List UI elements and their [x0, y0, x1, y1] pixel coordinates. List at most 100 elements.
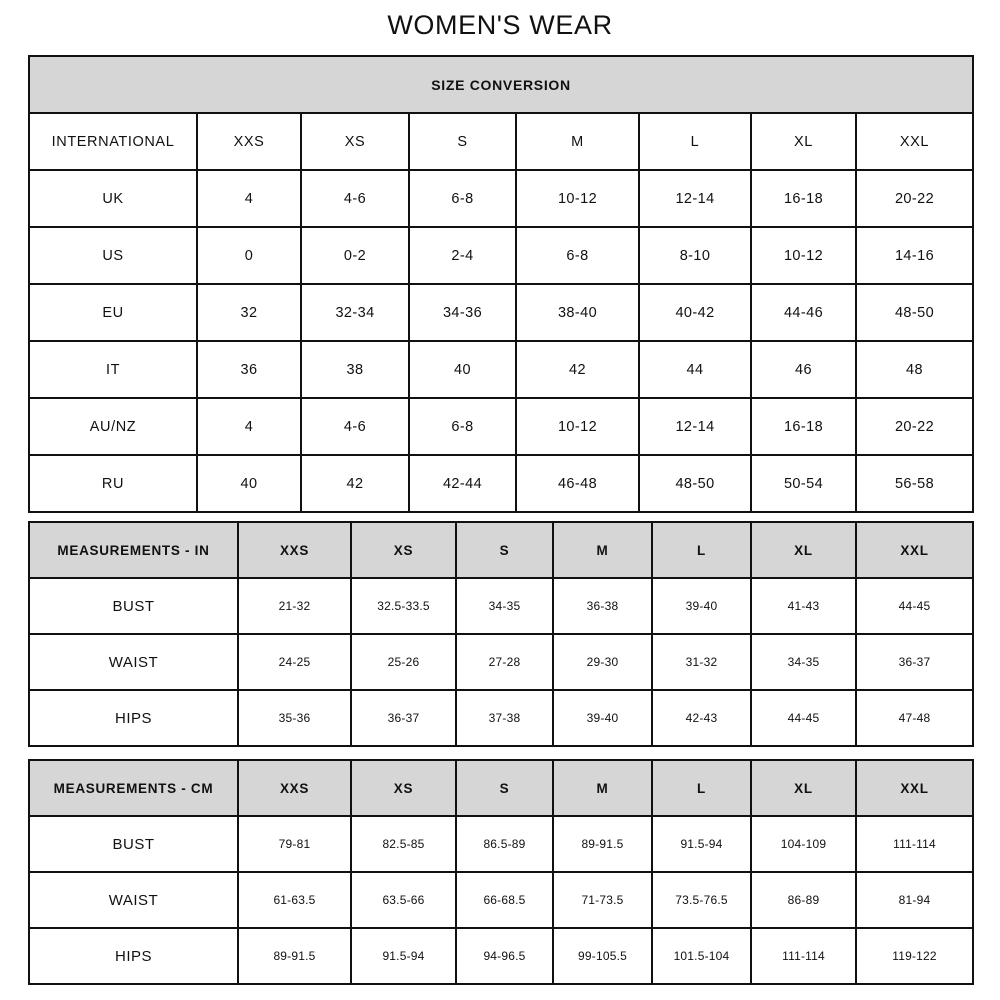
- table-cell: 21-32: [237, 577, 352, 635]
- table-cell: 71-73.5: [552, 871, 653, 929]
- table-cell: 61-63.5: [237, 871, 352, 929]
- table-cell: 86-89: [750, 871, 857, 929]
- row-label: HIPS: [28, 689, 239, 747]
- table-cell: 66-68.5: [455, 871, 554, 929]
- table-row: UK 4 4-6 6-8 10-12 12-14 16-18 20-22: [28, 169, 975, 228]
- table-cell: 40: [408, 340, 517, 399]
- table-cell: 29-30: [552, 633, 653, 691]
- size-conversion-header-row: INTERNATIONAL XXS XS S M L XL XXL: [28, 112, 975, 171]
- table-cell: 44: [638, 340, 752, 399]
- table-cell: 25-26: [350, 633, 457, 691]
- column-header-xxs: XXS: [237, 759, 352, 817]
- table-cell: 42: [300, 454, 410, 513]
- table-cell: 89-91.5: [237, 927, 352, 985]
- table-cell: 4: [196, 169, 302, 228]
- table-cell: 32.5-33.5: [350, 577, 457, 635]
- table-cell: 44-45: [750, 689, 857, 747]
- table-cell: 104-109: [750, 815, 857, 873]
- table-cell: 50-54: [750, 454, 857, 513]
- table-cell: 38-40: [515, 283, 640, 342]
- table-cell: 46: [750, 340, 857, 399]
- column-header-xs: XS: [350, 521, 457, 579]
- table-cell: 34-35: [455, 577, 554, 635]
- table-row: BUST 79-81 82.5-85 86.5-89 89-91.5 91.5-…: [28, 815, 974, 873]
- table-cell: 111-114: [750, 927, 857, 985]
- table-row: WAIST 61-63.5 63.5-66 66-68.5 71-73.5 73…: [28, 871, 974, 929]
- table-row: HIPS 35-36 36-37 37-38 39-40 42-43 44-45…: [28, 689, 974, 747]
- column-header-xs: XS: [300, 112, 410, 171]
- column-header-m: M: [515, 112, 640, 171]
- row-label: WAIST: [28, 871, 239, 929]
- measurements-cm-header-row: MEASUREMENTS - CM XXS XS S M L XL XXL: [28, 759, 974, 817]
- row-label: HIPS: [28, 927, 239, 985]
- table-cell: 48-50: [638, 454, 752, 513]
- table-cell: 4-6: [300, 397, 410, 456]
- table-row: RU 40 42 42-44 46-48 48-50 50-54 56-58: [28, 454, 975, 513]
- row-label: UK: [28, 169, 198, 228]
- column-header-s: S: [455, 521, 554, 579]
- table-cell: 20-22: [854, 397, 975, 456]
- table-cell: 10-12: [750, 226, 857, 285]
- row-label: US: [28, 226, 198, 285]
- table-cell: 44-45: [855, 577, 974, 635]
- table-cell: 36: [196, 340, 302, 399]
- table-cell: 12-14: [638, 397, 752, 456]
- table-cell: 12-14: [638, 169, 752, 228]
- table-cell: 81-94: [855, 871, 974, 929]
- column-header-s: S: [408, 112, 517, 171]
- table-cell: 82.5-85: [350, 815, 457, 873]
- table-cell: 40: [196, 454, 302, 513]
- table-cell: 119-122: [855, 927, 974, 985]
- table-cell: 44-46: [750, 283, 857, 342]
- table-cell: 34-36: [408, 283, 517, 342]
- row-label: BUST: [28, 577, 239, 635]
- table-cell: 36-37: [855, 633, 974, 691]
- table-cell: 86.5-89: [455, 815, 554, 873]
- table-row: US 0 0-2 2-4 6-8 8-10 10-12 14-16: [28, 226, 975, 285]
- table-cell: 36-38: [552, 577, 653, 635]
- table-cell: 79-81: [237, 815, 352, 873]
- size-conversion-banner-row: SIZE CONVERSION: [27, 55, 975, 114]
- size-conversion-table: SIZE CONVERSION INTERNATIONAL XXS XS S M…: [27, 55, 975, 513]
- table-cell: 47-48: [855, 689, 974, 747]
- table-cell: 39-40: [651, 577, 752, 635]
- table-cell: 46-48: [515, 454, 640, 513]
- column-header-m: M: [552, 521, 653, 579]
- table-cell: 32: [196, 283, 302, 342]
- table-cell: 111-114: [855, 815, 974, 873]
- column-header-xl: XL: [750, 112, 857, 171]
- table-cell: 56-58: [854, 454, 975, 513]
- table-cell: 99-105.5: [552, 927, 653, 985]
- column-header-measurements-in: MEASUREMENTS - IN: [28, 521, 239, 579]
- row-label: EU: [28, 283, 198, 342]
- table-cell: 40-42: [638, 283, 752, 342]
- table-cell: 38: [300, 340, 410, 399]
- table-cell: 42-44: [408, 454, 517, 513]
- table-cell: 63.5-66: [350, 871, 457, 929]
- column-header-l: L: [651, 759, 752, 817]
- column-header-xxl: XXL: [855, 759, 974, 817]
- row-label: AU/NZ: [28, 397, 198, 456]
- column-header-measurements-cm: MEASUREMENTS - CM: [28, 759, 239, 817]
- column-header-xl: XL: [750, 759, 857, 817]
- table-cell: 10-12: [515, 397, 640, 456]
- table-cell: 42-43: [651, 689, 752, 747]
- table-row: WAIST 24-25 25-26 27-28 29-30 31-32 34-3…: [28, 633, 974, 691]
- table-cell: 0-2: [300, 226, 410, 285]
- table-row: EU 32 32-34 34-36 38-40 40-42 44-46 48-5…: [28, 283, 975, 342]
- table-cell: 94-96.5: [455, 927, 554, 985]
- table-cell: 4: [196, 397, 302, 456]
- column-header-xxl: XXL: [854, 112, 975, 171]
- table-cell: 39-40: [552, 689, 653, 747]
- table-cell: 37-38: [455, 689, 554, 747]
- table-cell: 16-18: [750, 169, 857, 228]
- row-label: BUST: [28, 815, 239, 873]
- table-cell: 0: [196, 226, 302, 285]
- column-header-m: M: [552, 759, 653, 817]
- table-cell: 2-4: [408, 226, 517, 285]
- measurements-in-table: MEASUREMENTS - IN XXS XS S M L XL XXL BU…: [28, 521, 974, 747]
- table-row: HIPS 89-91.5 91.5-94 94-96.5 99-105.5 10…: [28, 927, 974, 985]
- column-header-xxs: XXS: [237, 521, 352, 579]
- table-cell: 8-10: [638, 226, 752, 285]
